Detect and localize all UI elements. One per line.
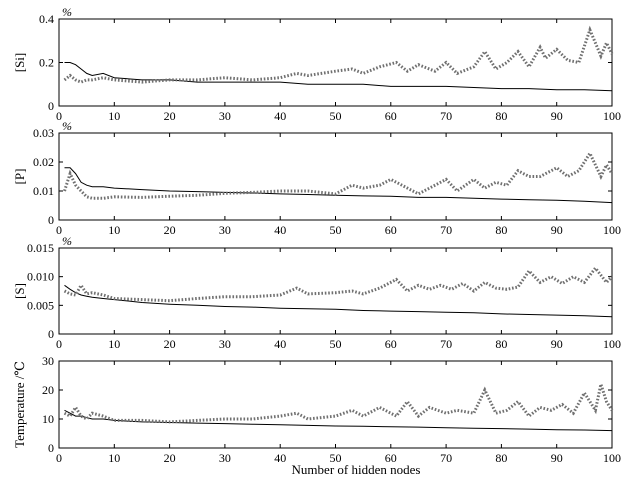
x-tick-label: 100 bbox=[603, 223, 621, 237]
series-line-dotted bbox=[63, 265, 614, 303]
series-line-solid bbox=[64, 62, 613, 92]
x-tick-label: 30 bbox=[219, 223, 231, 237]
series-line-dotted bbox=[63, 378, 614, 424]
y-tick-label: 0.02 bbox=[33, 155, 54, 169]
y-tick-label: 0.005 bbox=[27, 298, 54, 312]
x-tick-label: 70 bbox=[440, 451, 452, 465]
y-axis-label: [S] bbox=[12, 283, 27, 299]
x-tick-label: 0 bbox=[56, 223, 62, 237]
y-unit-label: % bbox=[62, 119, 72, 133]
x-tick-label: 10 bbox=[108, 451, 120, 465]
y-unit-label: % bbox=[62, 5, 72, 19]
y-axis-label: [Si] bbox=[12, 53, 27, 73]
plot-frame bbox=[58, 247, 613, 335]
y-axis-label: [P] bbox=[12, 169, 27, 185]
y-tick-label: 20 bbox=[42, 383, 54, 397]
x-tick-label: 70 bbox=[440, 337, 452, 351]
x-tick-label: 20 bbox=[164, 223, 176, 237]
x-tick-label: 40 bbox=[274, 337, 286, 351]
y-tick-label: 10 bbox=[42, 412, 54, 426]
x-tick-label: 90 bbox=[551, 337, 563, 351]
y-tick-label: 0 bbox=[48, 327, 54, 341]
x-tick-label: 100 bbox=[603, 109, 621, 123]
x-tick-label: 60 bbox=[385, 337, 397, 351]
x-tick-label: 20 bbox=[164, 109, 176, 123]
x-tick-label: 30 bbox=[219, 109, 231, 123]
y-tick-label: 0.2 bbox=[39, 56, 54, 70]
series-line-dotted bbox=[63, 25, 614, 84]
x-tick-label: 30 bbox=[219, 451, 231, 465]
x-tick-label: 20 bbox=[164, 337, 176, 351]
x-tick-label: 90 bbox=[551, 109, 563, 123]
y-tick-label: 0 bbox=[48, 213, 54, 227]
x-tick-label: 100 bbox=[603, 337, 621, 351]
chart-panel-1: 0 10 20 30 40 50 60 70 80 90 100 0 0.2 0.4 % [Si] bbox=[12, 5, 621, 123]
x-tick-label: 40 bbox=[274, 451, 286, 465]
y-tick-label: 0.01 bbox=[33, 184, 54, 198]
x-tick-label: 30 bbox=[219, 337, 231, 351]
x-tick-label: 70 bbox=[440, 109, 452, 123]
x-tick-label: 0 bbox=[56, 109, 62, 123]
y-tick-label: 0.015 bbox=[27, 241, 54, 255]
x-tick-label: 50 bbox=[330, 451, 342, 465]
y-tick-label: 0.4 bbox=[39, 12, 54, 26]
y-tick-label: 0 bbox=[48, 99, 54, 113]
y-tick-label: 0 bbox=[48, 441, 54, 455]
x-tick-label: 50 bbox=[330, 223, 342, 237]
x-tick-label: 60 bbox=[385, 109, 397, 123]
x-axis-label: Number of hidden nodes bbox=[292, 462, 421, 477]
x-tick-label: 90 bbox=[551, 451, 563, 465]
y-axis-label: Temperature /℃ bbox=[12, 361, 27, 448]
series-line-solid bbox=[64, 167, 613, 204]
chart-panel-3: 0 10 20 30 40 50 60 70 80 90 100 0 0.005 0.010 0.015 % [… bbox=[12, 234, 621, 351]
plot-frame bbox=[58, 18, 613, 107]
plot-frame bbox=[58, 360, 613, 449]
chart-panel-4: 0 10 20 30 40 50 60 70 80 90 100 0 10 20 30 Temperature… bbox=[12, 354, 621, 465]
series-line-solid bbox=[64, 284, 613, 318]
x-tick-label: 60 bbox=[385, 223, 397, 237]
x-tick-label: 50 bbox=[330, 337, 342, 351]
x-tick-label: 80 bbox=[495, 451, 507, 465]
plot-frame bbox=[58, 132, 613, 221]
x-tick-label: 80 bbox=[495, 337, 507, 351]
x-tick-label: 60 bbox=[385, 451, 397, 465]
x-tick-label: 90 bbox=[551, 223, 563, 237]
x-tick-label: 0 bbox=[56, 451, 62, 465]
y-unit-label: % bbox=[62, 234, 72, 248]
y-tick-label: 30 bbox=[42, 354, 54, 368]
chart-panel-2: 0 10 20 30 40 50 60 70 80 90 100 0 0.01 0.02 0.03 % [P] bbox=[12, 119, 621, 237]
x-tick-label: 70 bbox=[440, 223, 452, 237]
series-line-dotted bbox=[63, 150, 614, 200]
x-tick-label: 40 bbox=[274, 109, 286, 123]
x-tick-label: 20 bbox=[164, 451, 176, 465]
x-tick-label: 10 bbox=[108, 223, 120, 237]
x-tick-label: 10 bbox=[108, 109, 120, 123]
x-tick-label: 80 bbox=[495, 223, 507, 237]
x-tick-label: 40 bbox=[274, 223, 286, 237]
x-tick-label: 100 bbox=[603, 451, 621, 465]
x-tick-label: 50 bbox=[330, 109, 342, 123]
x-tick-label: 10 bbox=[108, 337, 120, 351]
y-tick-label: 0.010 bbox=[27, 270, 54, 284]
x-tick-label: 0 bbox=[56, 337, 62, 351]
y-tick-label: 0.03 bbox=[33, 126, 54, 140]
x-tick-label: 80 bbox=[495, 109, 507, 123]
